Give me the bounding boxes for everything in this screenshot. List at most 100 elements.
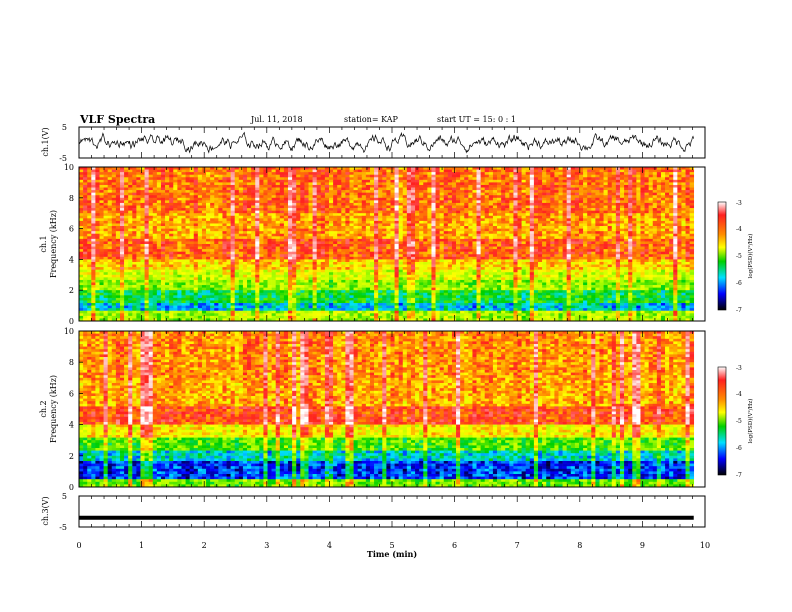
spectrogram-cell <box>251 200 255 203</box>
spectrogram-cell <box>395 193 399 196</box>
spectrogram-cell <box>202 188 206 191</box>
spectrogram-cell <box>640 175 644 178</box>
spectrogram-cell <box>79 185 83 188</box>
spectrogram-cell <box>132 190 136 193</box>
spectrogram-cell <box>169 190 173 193</box>
spectrogram-cell <box>608 175 612 178</box>
spectrogram-cell <box>538 170 542 173</box>
spectrogram-cell <box>288 195 292 198</box>
spectrogram-cell <box>354 177 358 180</box>
spectrogram-cell <box>304 190 308 193</box>
spectrogram-cell <box>681 177 685 180</box>
spectrogram-cell <box>284 203 288 206</box>
spectrogram-cell <box>239 195 243 198</box>
spectrogram-cell <box>280 200 284 203</box>
spectrogram-cell <box>239 188 243 191</box>
spectrogram-cell <box>128 203 132 206</box>
spectrogram-cell <box>534 195 538 198</box>
spectrogram-cell <box>145 198 149 201</box>
spectrogram-cell <box>124 182 128 185</box>
spectrogram-cell <box>411 193 415 196</box>
spectrogram-cell <box>300 188 304 191</box>
spectrogram-cell <box>83 195 87 198</box>
spectrogram-cell <box>477 188 481 191</box>
spectrogram-cell <box>132 193 136 196</box>
spectrogram-cell <box>686 190 690 193</box>
spectrogram-cell <box>431 195 435 198</box>
spectrogram-cell <box>325 193 329 196</box>
spectrogram-cell <box>620 185 624 188</box>
spectrogram-cell <box>325 175 329 178</box>
spectrogram-cell <box>530 188 534 191</box>
spectrogram-cell <box>345 177 349 180</box>
spectrogram-cell <box>669 177 673 180</box>
spectrogram-cell <box>272 180 276 183</box>
spectrogram-cell <box>653 195 657 198</box>
spectrogram-cell <box>645 195 649 198</box>
spectrogram-cell <box>206 193 210 196</box>
spectrogram-cell <box>345 198 349 201</box>
spectrogram-cell <box>649 180 653 183</box>
spectrogram-cell <box>620 203 624 206</box>
spectrogram-cell <box>444 170 448 173</box>
spectrogram-cell <box>190 175 194 178</box>
spectrogram-cell <box>595 177 599 180</box>
spectrogram-cell <box>333 177 337 180</box>
spectrogram-cell <box>99 193 103 196</box>
spectrogram-cell <box>513 195 517 198</box>
spectrogram-cell <box>259 195 263 198</box>
spectrogram-cell <box>423 175 427 178</box>
spectrogram-cell <box>218 203 222 206</box>
spectrogram-cell <box>292 190 296 193</box>
spectrogram-cell <box>456 203 460 206</box>
spectrogram-cell <box>489 180 493 183</box>
spectrogram-cell <box>657 198 661 201</box>
spectrogram-cell <box>169 170 173 173</box>
spectrogram-cell <box>395 195 399 198</box>
spectrogram-cell <box>325 188 329 191</box>
spectrogram-cell <box>452 203 456 206</box>
spectrogram-cell <box>243 190 247 193</box>
spectrogram-cell <box>382 182 386 185</box>
spectrogram-cell <box>477 170 481 173</box>
spectrogram-cell <box>477 195 481 198</box>
spectrogram-cell <box>136 193 140 196</box>
spectrogram-cell <box>120 198 124 201</box>
spectrogram-cell <box>280 188 284 191</box>
spectrogram-cell <box>358 177 362 180</box>
spectrogram-cell <box>276 175 280 178</box>
spectrogram-cell <box>370 203 374 206</box>
spectrogram-cell <box>280 193 284 196</box>
spectrogram-cell <box>206 182 210 185</box>
spectrogram-cell <box>268 198 272 201</box>
spectrogram-cell <box>554 200 558 203</box>
spectrogram-cell <box>436 180 440 183</box>
spectrogram-cell <box>190 198 194 201</box>
spectrogram-cell <box>386 185 390 188</box>
spectrogram-cell <box>120 190 124 193</box>
spectrogram-cell <box>79 172 83 175</box>
spectrogram-cell <box>386 203 390 206</box>
spectrogram-cell <box>563 182 567 185</box>
spectrogram-cell <box>612 193 616 196</box>
spectrogram-cell <box>382 190 386 193</box>
spectrogram-cell <box>477 180 481 183</box>
spectrogram-cell <box>558 188 562 191</box>
spectrogram-cell <box>91 170 95 173</box>
spectrogram-cell <box>251 188 255 191</box>
spectrogram-cell <box>362 170 366 173</box>
spectrogram-cell <box>616 190 620 193</box>
spectrogram-cell <box>632 190 636 193</box>
spectrogram-cell <box>677 198 681 201</box>
spectrogram-cell <box>522 193 526 196</box>
spectrogram-cell <box>202 182 206 185</box>
spectrogram-cell <box>616 200 620 203</box>
spectrogram-cell <box>190 200 194 203</box>
spectrogram-cell <box>612 200 616 203</box>
spectrogram-cell <box>173 172 177 175</box>
spectrogram-cell <box>362 190 366 193</box>
spectrogram-cell <box>317 177 321 180</box>
spectrogram-cell <box>227 172 231 175</box>
spectrogram-cell <box>628 185 632 188</box>
spectrogram-cell <box>140 200 144 203</box>
